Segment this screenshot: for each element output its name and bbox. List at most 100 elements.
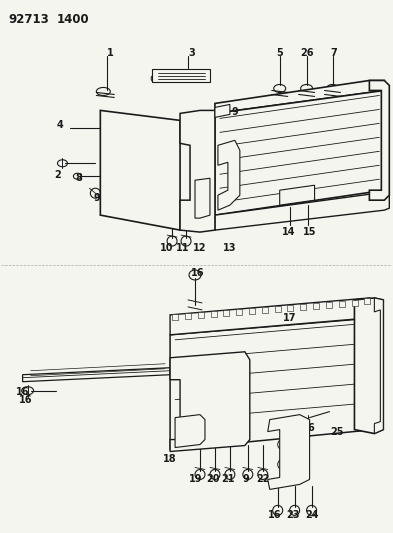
Ellipse shape <box>340 379 349 387</box>
Polygon shape <box>268 415 310 489</box>
Text: 13: 13 <box>223 243 237 253</box>
Text: 5: 5 <box>276 47 283 58</box>
Text: 10: 10 <box>160 243 174 253</box>
Ellipse shape <box>203 410 213 417</box>
Ellipse shape <box>252 152 260 158</box>
Ellipse shape <box>221 387 231 395</box>
Ellipse shape <box>151 75 159 83</box>
Ellipse shape <box>278 458 292 471</box>
Ellipse shape <box>189 270 201 280</box>
Text: 23: 23 <box>286 511 299 520</box>
Ellipse shape <box>278 439 292 450</box>
Text: 1400: 1400 <box>57 13 89 26</box>
Ellipse shape <box>203 366 213 374</box>
Ellipse shape <box>284 152 292 158</box>
Ellipse shape <box>203 387 213 395</box>
Polygon shape <box>170 318 375 449</box>
Polygon shape <box>326 302 332 308</box>
Text: 26: 26 <box>300 47 313 58</box>
Text: 19: 19 <box>189 474 203 484</box>
Polygon shape <box>195 178 210 218</box>
Ellipse shape <box>301 84 312 92</box>
Polygon shape <box>175 415 205 448</box>
Ellipse shape <box>190 362 200 370</box>
Ellipse shape <box>273 505 283 515</box>
Ellipse shape <box>314 344 325 352</box>
Ellipse shape <box>96 87 110 95</box>
Ellipse shape <box>90 188 100 198</box>
Text: 12: 12 <box>193 243 207 253</box>
Text: 16: 16 <box>16 386 29 397</box>
Ellipse shape <box>299 152 308 158</box>
Text: 92713: 92713 <box>9 13 50 26</box>
Polygon shape <box>172 314 178 320</box>
Ellipse shape <box>290 505 299 515</box>
Text: 7: 7 <box>330 47 337 58</box>
Text: 14: 14 <box>282 227 296 237</box>
Polygon shape <box>180 110 215 232</box>
Text: 16: 16 <box>268 511 281 520</box>
Polygon shape <box>300 304 306 310</box>
Polygon shape <box>280 185 314 205</box>
Ellipse shape <box>215 362 225 370</box>
Text: 11: 11 <box>176 243 190 253</box>
Polygon shape <box>236 309 242 315</box>
Ellipse shape <box>210 470 220 480</box>
Polygon shape <box>198 312 204 318</box>
Ellipse shape <box>215 379 225 387</box>
Text: 4: 4 <box>57 120 64 131</box>
Ellipse shape <box>185 387 195 395</box>
Ellipse shape <box>185 410 195 417</box>
Text: 6: 6 <box>307 423 314 433</box>
Ellipse shape <box>314 362 325 370</box>
Polygon shape <box>313 303 319 309</box>
Ellipse shape <box>347 152 355 158</box>
Text: 16: 16 <box>191 268 205 278</box>
Polygon shape <box>249 308 255 314</box>
Text: 18: 18 <box>163 455 177 464</box>
Ellipse shape <box>225 470 235 480</box>
Ellipse shape <box>167 236 177 246</box>
Ellipse shape <box>316 152 323 158</box>
Text: 9: 9 <box>94 193 101 203</box>
Ellipse shape <box>258 470 268 480</box>
Ellipse shape <box>265 379 275 387</box>
Ellipse shape <box>243 470 253 480</box>
Ellipse shape <box>290 344 299 352</box>
Polygon shape <box>170 298 375 335</box>
Polygon shape <box>100 110 180 230</box>
Text: 15: 15 <box>303 227 316 237</box>
Text: 22: 22 <box>256 474 270 484</box>
Ellipse shape <box>290 362 299 370</box>
Polygon shape <box>218 140 240 210</box>
Polygon shape <box>215 104 230 117</box>
Ellipse shape <box>22 386 33 394</box>
Ellipse shape <box>340 344 349 352</box>
Polygon shape <box>23 368 170 382</box>
Ellipse shape <box>57 160 68 167</box>
Polygon shape <box>215 91 384 215</box>
Polygon shape <box>185 313 191 319</box>
Ellipse shape <box>217 102 227 112</box>
Text: 16: 16 <box>19 394 32 405</box>
Text: 20: 20 <box>206 474 220 484</box>
Text: 17: 17 <box>283 313 296 323</box>
Polygon shape <box>364 298 370 304</box>
Ellipse shape <box>236 152 244 158</box>
Polygon shape <box>352 300 358 305</box>
Polygon shape <box>354 298 383 433</box>
Polygon shape <box>223 310 230 316</box>
Text: 9: 9 <box>242 474 249 484</box>
Ellipse shape <box>181 236 191 246</box>
Text: 3: 3 <box>189 47 195 58</box>
Polygon shape <box>215 80 384 114</box>
Ellipse shape <box>240 362 250 370</box>
Polygon shape <box>262 307 268 313</box>
Ellipse shape <box>274 84 286 92</box>
Text: 24: 24 <box>305 511 318 520</box>
Ellipse shape <box>340 362 349 370</box>
Ellipse shape <box>307 505 317 515</box>
Text: 9: 9 <box>231 108 238 117</box>
Polygon shape <box>215 192 389 230</box>
Ellipse shape <box>240 344 250 352</box>
